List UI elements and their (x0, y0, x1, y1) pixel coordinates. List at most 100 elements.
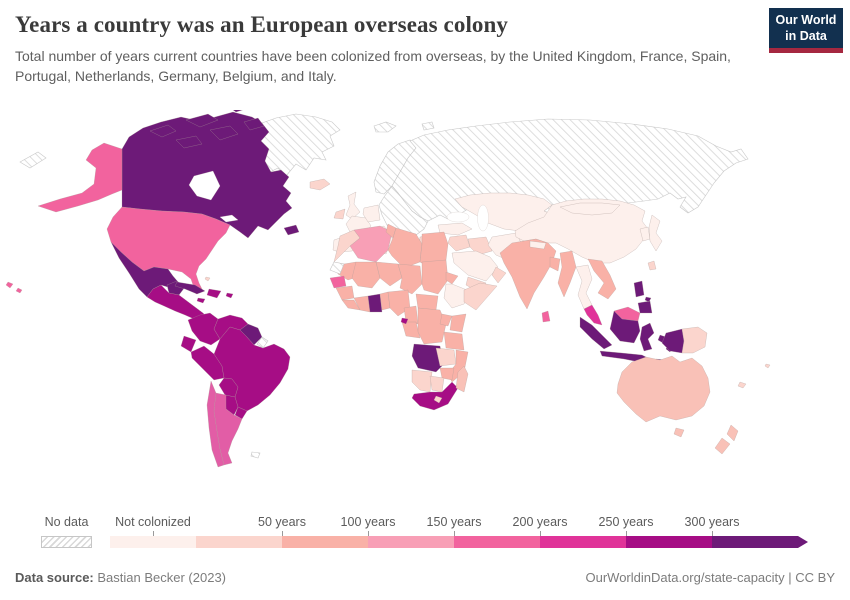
region-india[interactable] (499, 238, 557, 310)
region-french_guiana[interactable] (256, 336, 269, 349)
region-chukotka_west[interactable] (19, 151, 47, 169)
region-jamaica[interactable] (196, 297, 206, 304)
region-new_zealand[interactable] (714, 424, 739, 455)
region-iraq[interactable] (467, 236, 493, 256)
legend-segment-b0[interactable] (110, 536, 196, 548)
legend-tick (153, 531, 154, 536)
page-title: Years a country was an European overseas… (15, 12, 509, 37)
region-alaska[interactable] (37, 142, 123, 213)
region-bahamas[interactable] (204, 276, 211, 282)
region-philippines[interactable] (633, 280, 653, 314)
region-malaysia_peninsula[interactable] (583, 304, 603, 326)
region-turkey[interactable] (437, 222, 473, 236)
region-algeria[interactable] (349, 225, 393, 263)
region-japan[interactable] (648, 214, 663, 252)
region-ecuador[interactable] (180, 335, 197, 353)
region-kenya[interactable] (449, 313, 467, 333)
region-chad[interactable] (397, 263, 423, 295)
legend-tick (712, 531, 713, 536)
region-mongolia[interactable] (559, 202, 621, 216)
region-eritrea[interactable] (445, 271, 459, 285)
region-sri_lanka[interactable] (541, 310, 551, 323)
region-somalia[interactable] (463, 282, 498, 311)
region-levant[interactable] (447, 234, 471, 252)
owid-logo[interactable]: Our World in Data (769, 8, 843, 54)
legend-segment-b2[interactable] (282, 536, 368, 548)
legend-label-300-years: 300 years (684, 515, 740, 529)
region-kalimantan[interactable] (609, 310, 641, 344)
region-franz_josef[interactable] (421, 121, 435, 131)
region-brazil[interactable] (213, 326, 291, 412)
legend-label-250-years: 250 years (598, 515, 654, 529)
legend-label-100-years: 100 years (340, 515, 396, 529)
region-svalbard[interactable] (373, 121, 397, 133)
region-falkland_islands[interactable] (250, 451, 261, 459)
region-zimbabwe[interactable] (439, 367, 455, 381)
region-guinea[interactable] (335, 285, 355, 301)
region-ireland[interactable] (333, 208, 346, 220)
legend-segment-b3[interactable] (368, 536, 454, 548)
region-western_sahara[interactable] (329, 261, 345, 275)
region-sudan[interactable] (421, 259, 449, 295)
region-myanmar[interactable] (557, 250, 577, 298)
region-uganda[interactable] (439, 313, 453, 327)
region-angola[interactable] (411, 343, 445, 373)
region-equatorial_guinea[interactable] (400, 317, 409, 325)
region-niger[interactable] (375, 261, 403, 287)
legend-segment-b7[interactable] (712, 536, 808, 548)
region-canada_arctic[interactable] (149, 110, 265, 149)
region-indochina[interactable] (587, 258, 617, 300)
region-puerto_rico[interactable] (225, 292, 234, 299)
footer-link[interactable]: OurWorldinData.org/state-capacity | CC B… (585, 570, 835, 585)
owid-logo-line1: Our World (775, 13, 837, 27)
region-namibia[interactable] (411, 369, 433, 393)
legend-tick (626, 531, 627, 536)
legend-segment-b1[interactable] (196, 536, 282, 548)
region-greenland[interactable] (259, 113, 341, 177)
region-new_caledonia[interactable] (737, 381, 747, 389)
region-newfoundland[interactable] (283, 224, 300, 236)
region-iceland[interactable] (309, 178, 331, 191)
legend-no-data-label: No data (44, 515, 89, 529)
legend-segment-b5[interactable] (540, 536, 626, 548)
region-tasmania[interactable] (673, 427, 685, 438)
region-taiwan[interactable] (647, 260, 657, 271)
region-madagascar[interactable] (455, 365, 469, 393)
region-gabon_congo[interactable] (401, 321, 421, 339)
region-germany[interactable] (362, 204, 381, 223)
region-fiji[interactable] (764, 363, 771, 369)
region-hispaniola[interactable] (206, 288, 222, 299)
region-papua_new_guinea[interactable] (681, 326, 708, 354)
region-australia[interactable] (616, 355, 711, 423)
region-thailand[interactable] (575, 264, 593, 310)
region-central_african_republic[interactable] (415, 293, 439, 311)
data-source-label: Data source: (15, 570, 94, 585)
region-lesotho[interactable] (433, 395, 443, 404)
legend-label-50-years: 50 years (258, 515, 306, 529)
region-ghana[interactable] (367, 293, 383, 313)
region-south_africa[interactable] (411, 381, 459, 411)
legend-tick (282, 531, 283, 536)
legend-label-150-years: 150 years (426, 515, 482, 529)
region-nepal[interactable] (529, 240, 547, 250)
region-oman[interactable] (491, 266, 507, 284)
region-bangladesh[interactable] (549, 256, 561, 272)
region-tanzania[interactable] (443, 331, 465, 351)
legend-no-data-swatch[interactable] (41, 536, 92, 548)
region-cuba[interactable] (174, 281, 206, 295)
region-hawaii[interactable] (5, 281, 23, 294)
region-saudi_arabia[interactable] (451, 250, 499, 282)
legend-segment-b6[interactable] (626, 536, 712, 548)
data-source: Data source: Bastian Becker (2023) (15, 570, 226, 585)
region-sumatra[interactable] (579, 316, 613, 350)
region-botswana[interactable] (429, 375, 445, 393)
region-senegal[interactable] (329, 275, 347, 289)
region-mali[interactable] (351, 261, 381, 289)
legend-segment-b4[interactable] (454, 536, 540, 548)
chart-footer: Data source: Bastian Becker (2023) OurWo… (15, 570, 835, 585)
region-sulawesi[interactable] (639, 322, 655, 352)
region-united_kingdom[interactable] (345, 191, 361, 220)
region-argentina[interactable] (213, 392, 243, 466)
region-drc[interactable] (417, 307, 447, 345)
region-west_papua[interactable] (661, 328, 685, 354)
